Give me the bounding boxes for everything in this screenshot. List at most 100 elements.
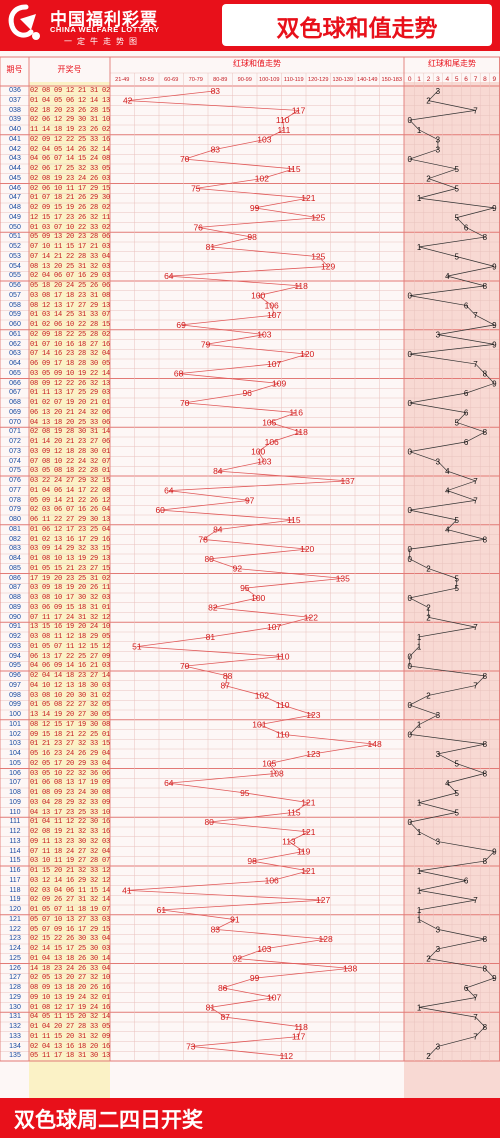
- tail-point: 0: [407, 818, 412, 827]
- issue-number: 072: [9, 438, 21, 445]
- draw-numbers: 02 04 13 16 18 20 16: [30, 1042, 111, 1051]
- sum-point: 106: [265, 300, 279, 310]
- draw-numbers: 06 13 17 22 25 27 09: [30, 652, 111, 661]
- tail-point: 8: [483, 535, 488, 544]
- draw-numbers: 07 08 10 22 24 32 07: [30, 457, 111, 466]
- tail-point: 2: [426, 613, 431, 622]
- tail-point: 1: [417, 243, 422, 252]
- draw-numbers: 02 05 17 20 29 33 04: [30, 759, 111, 768]
- issue-number: 109: [9, 798, 21, 806]
- sum-point: 83: [211, 144, 221, 154]
- sum-point: 86: [218, 983, 228, 993]
- sum-point: 105: [262, 417, 276, 427]
- tail-point: 7: [473, 1033, 478, 1042]
- draw-numbers: 05 11 17 18 31 30 13: [30, 1052, 111, 1061]
- issue-number: 054: [9, 262, 21, 270]
- draw-numbers: 03 05 09 10 19 22 14: [30, 369, 111, 378]
- sum-point: 123: [306, 710, 320, 720]
- tail-point: 0: [407, 292, 412, 301]
- sum-point: 100: [251, 447, 265, 457]
- draw-numbers: 06 13 20 21 24 32 06: [30, 408, 111, 417]
- tail-point: 8: [483, 370, 488, 379]
- draw-numbers: 14 18 23 24 26 33 04: [30, 964, 111, 973]
- tail-point: 9: [492, 379, 497, 388]
- sum-point: 135: [336, 573, 350, 583]
- tail-point: 7: [473, 106, 478, 115]
- issue-number: 115: [9, 857, 21, 865]
- draw-numbers: 05 07 09 16 17 29 15: [30, 925, 111, 934]
- sum-point: 113: [282, 837, 296, 847]
- issue-number: 058: [9, 301, 21, 309]
- draw-numbers: 03 12 14 16 29 32 12: [30, 876, 111, 885]
- issue-number: 059: [9, 311, 21, 319]
- tail-point: 7: [473, 360, 478, 369]
- draw-numbers: 08 09 12 22 26 32 13: [30, 379, 111, 388]
- issue-number: 073: [9, 447, 21, 455]
- tail-point: 2: [426, 97, 431, 106]
- footer-text: 双色球周二四日开奖: [14, 1108, 203, 1132]
- sum-point: 80: [204, 817, 214, 827]
- tail-digit-label: 9: [492, 76, 496, 83]
- tail-point: 0: [407, 155, 412, 164]
- draw-numbers: 07 10 11 15 17 21 03: [30, 243, 111, 251]
- draw-numbers: 01 05 15 21 23 27 15: [30, 564, 111, 573]
- draw-numbers: 01 05 07 11 18 19 07: [30, 906, 111, 914]
- draw-numbers: 01 02 13 16 17 29 16: [30, 535, 111, 544]
- tail-point: 5: [454, 760, 459, 769]
- tail-point: 0: [407, 399, 412, 408]
- sum-trend-line: [126, 90, 375, 1057]
- numbers-column-header: 开奖号: [57, 65, 82, 74]
- tail-point: 8: [483, 740, 488, 749]
- tail-point: 0: [407, 555, 412, 564]
- draw-numbers: 01 08 09 23 24 30 08: [30, 789, 111, 797]
- sum-point: 115: [287, 515, 301, 525]
- draw-numbers: 08 09 13 18 20 26 16: [30, 984, 111, 992]
- draw-numbers: 05 16 23 24 26 29 04: [30, 750, 111, 758]
- sum-bucket-label: 130-139: [332, 77, 353, 83]
- tail-point: 8: [483, 964, 488, 973]
- tail-point: 1: [417, 194, 422, 203]
- sum-point: 70: [180, 154, 190, 164]
- draw-numbers: 05 09 14 21 22 26 12: [30, 496, 111, 505]
- tail-point: 1: [417, 126, 422, 135]
- tail-point: 8: [483, 1023, 488, 1032]
- sum-bucket-label: 50-59: [140, 77, 154, 83]
- sum-point: 99: [250, 203, 260, 213]
- tail-point: 8: [483, 282, 488, 291]
- draw-numbers: 03 09 14 29 32 33 15: [30, 545, 111, 554]
- issue-number: 131: [9, 1013, 21, 1021]
- tail-point: 3: [436, 925, 441, 934]
- issue-number: 056: [9, 282, 21, 289]
- sum-point: 80: [204, 554, 214, 564]
- sum-point: 81: [206, 1002, 216, 1012]
- sum-point: 107: [267, 310, 281, 320]
- issue-number: 037: [9, 96, 21, 104]
- issue-number: 099: [9, 701, 21, 709]
- issue-number: 118: [9, 886, 21, 894]
- draw-numbers: 12 15 17 23 26 32 11: [30, 213, 111, 222]
- issue-number: 036: [9, 87, 21, 94]
- draw-numbers: 01 02 07 19 20 21 01: [30, 399, 111, 407]
- sum-point: 115: [287, 164, 301, 174]
- issue-number: 048: [9, 204, 21, 211]
- sum-bucket-label: 100-109: [259, 77, 280, 83]
- tail-point: 5: [454, 418, 459, 427]
- issue-column-header: 期号: [6, 65, 23, 74]
- sum-point: 109: [272, 378, 286, 388]
- issue-number: 121: [9, 915, 21, 923]
- draw-numbers: 02 08 19 21 32 33 16: [30, 828, 111, 836]
- draw-numbers: 04 13 17 23 25 33 10: [30, 808, 111, 817]
- tail-point: 9: [492, 321, 497, 330]
- issue-number: 095: [9, 662, 21, 670]
- tail-point: 1: [417, 721, 422, 730]
- tail-point: 0: [407, 652, 412, 661]
- tail-point: 4: [445, 526, 450, 535]
- draw-numbers: 02 09 12 22 25 33 16: [30, 135, 111, 144]
- tail-point: 0: [407, 116, 412, 125]
- draw-numbers: 03 09 18 19 20 26 11: [30, 584, 111, 593]
- tail-point: 9: [492, 974, 497, 983]
- sum-point: 115: [287, 807, 301, 817]
- tail-point: 7: [473, 623, 478, 632]
- sum-point: 88: [223, 671, 233, 681]
- sum-point: 118: [294, 1022, 308, 1032]
